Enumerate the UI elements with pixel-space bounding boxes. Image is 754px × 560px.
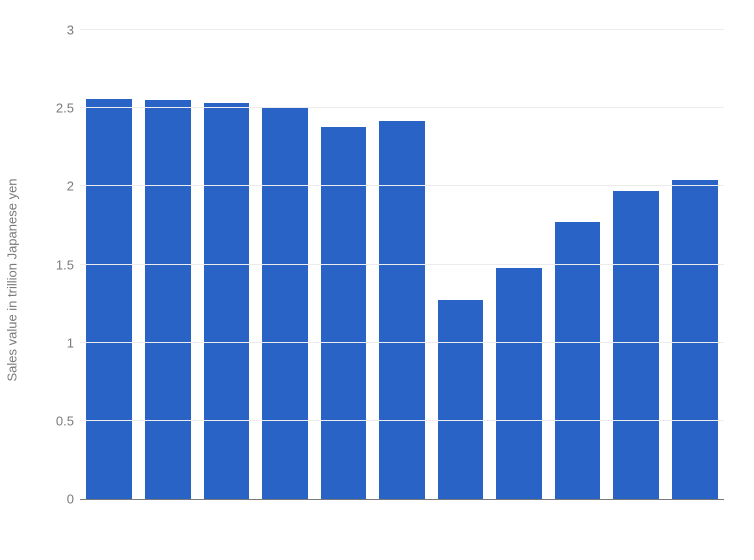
grid-line — [80, 107, 724, 108]
bar-slot — [607, 30, 666, 499]
chart-container: Sales value in trillion Japanese yen 00.… — [0, 0, 754, 560]
grid-line — [80, 342, 724, 343]
bar — [496, 268, 542, 499]
y-tick-label: 2.5 — [46, 101, 74, 116]
y-tick-label: 1 — [46, 335, 74, 350]
bar — [204, 103, 250, 499]
bar-slot — [490, 30, 549, 499]
grid-line — [80, 185, 724, 186]
bar-slot — [80, 30, 139, 499]
bar-slot — [665, 30, 724, 499]
bar-slot — [314, 30, 373, 499]
bar — [613, 191, 659, 499]
bar-slot — [197, 30, 256, 499]
bar-slot — [431, 30, 490, 499]
plot-area: 00.511.522.53 — [80, 30, 724, 500]
y-tick-label: 0.5 — [46, 413, 74, 428]
grid-line — [80, 29, 724, 30]
y-axis-title: Sales value in trillion Japanese yen — [5, 178, 20, 381]
y-tick-label: 0 — [46, 492, 74, 507]
bar — [321, 127, 367, 499]
bar — [262, 108, 308, 499]
y-tick-label: 1.5 — [46, 257, 74, 272]
bars-container — [80, 30, 724, 499]
bar — [86, 99, 132, 499]
bar — [145, 100, 191, 499]
grid-line — [80, 420, 724, 421]
bar — [438, 300, 484, 499]
y-tick-label: 2 — [46, 179, 74, 194]
y-tick-label: 3 — [46, 23, 74, 38]
bar-slot — [548, 30, 607, 499]
bar — [379, 121, 425, 499]
grid-line — [80, 264, 724, 265]
bar — [672, 180, 718, 499]
bar-slot — [139, 30, 198, 499]
bar-slot — [373, 30, 432, 499]
bar-slot — [256, 30, 315, 499]
